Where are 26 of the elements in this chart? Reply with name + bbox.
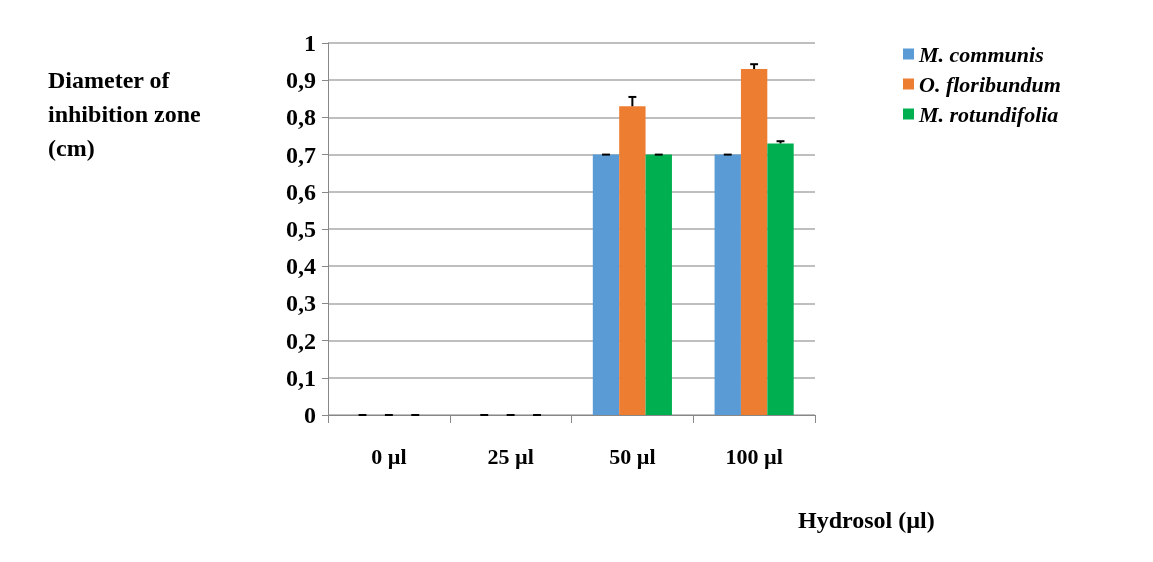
x-tick-label: 25 µl xyxy=(487,443,534,469)
y-tick-label: 0,4 xyxy=(286,253,316,280)
x-tick-label: 0 µl xyxy=(371,443,407,469)
y-tick-label: 0,8 xyxy=(286,104,316,131)
bar xyxy=(740,69,768,415)
y-tick-label: 0,1 xyxy=(286,364,316,391)
y-tick-label: 0,9 xyxy=(286,67,316,94)
x-tick-label: 100 µl xyxy=(725,443,783,469)
x-tick-label: 50 µl xyxy=(609,443,656,469)
bar xyxy=(592,154,620,415)
legend-label: O. floribundum xyxy=(919,71,1061,97)
x-axis-title: Hydrosol (µl) xyxy=(798,507,935,533)
y-tick-label: 0,7 xyxy=(286,141,316,168)
y-tick-label: 0,5 xyxy=(286,216,316,242)
legend-label: M. rotundifolia xyxy=(918,101,1059,127)
legend-label: M. communis xyxy=(918,41,1044,67)
y-tick-label: 0,6 xyxy=(286,178,316,205)
bar xyxy=(767,143,794,415)
y-axis-title: Diameter of inhibition zone (cm) xyxy=(48,67,202,161)
y-tick-label: 0 xyxy=(304,402,316,428)
bar xyxy=(619,106,646,415)
bar xyxy=(714,154,741,415)
y-tick-label: 0,3 xyxy=(286,290,316,317)
y-tick-label: 1 xyxy=(304,30,316,56)
y-tick-label: 0,2 xyxy=(286,327,316,354)
bar xyxy=(645,154,672,415)
